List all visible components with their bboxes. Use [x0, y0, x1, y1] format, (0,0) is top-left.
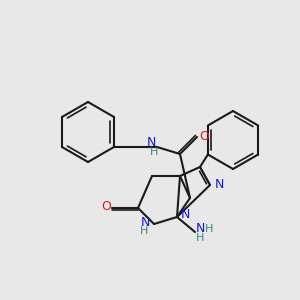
Text: N: N: [195, 223, 205, 236]
Text: N: N: [146, 136, 156, 149]
Text: O: O: [101, 200, 111, 214]
Text: N: N: [140, 215, 150, 229]
Text: N: N: [180, 208, 190, 220]
Text: N: N: [214, 178, 224, 190]
Text: H: H: [196, 233, 204, 243]
Text: H: H: [150, 147, 158, 157]
Text: O: O: [199, 130, 209, 142]
Text: H: H: [140, 226, 148, 236]
Text: H: H: [205, 224, 213, 234]
